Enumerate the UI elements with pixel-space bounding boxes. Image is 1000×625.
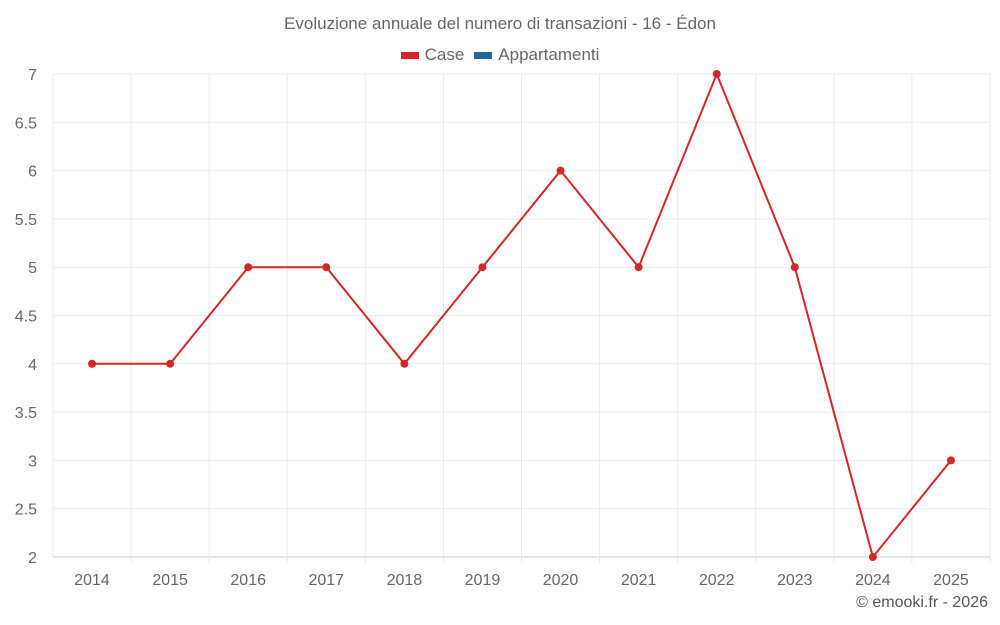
y-tick-label: 4.5 bbox=[15, 309, 37, 326]
y-tick-label: 3.5 bbox=[15, 405, 37, 422]
data-point bbox=[322, 263, 331, 272]
legend-item-appartamenti[interactable]: Appartamenti bbox=[474, 45, 599, 65]
y-tick-label: 4 bbox=[28, 357, 37, 374]
x-tick-label: 2014 bbox=[74, 572, 110, 589]
x-tick-label: 2015 bbox=[152, 572, 188, 589]
x-tick-label: 2021 bbox=[621, 572, 657, 589]
x-tick-label: 2024 bbox=[855, 572, 891, 589]
legend-label-appartamenti: Appartamenti bbox=[498, 45, 600, 64]
data-point bbox=[634, 263, 643, 272]
data-point bbox=[88, 359, 97, 368]
data-point bbox=[712, 70, 721, 78]
data-point bbox=[478, 263, 487, 272]
data-point bbox=[400, 359, 409, 368]
x-tick-label: 2017 bbox=[308, 572, 344, 589]
x-tick-label: 2019 bbox=[465, 572, 501, 589]
legend-swatch-appartamenti bbox=[474, 51, 493, 59]
x-tick-label: 2023 bbox=[777, 572, 813, 589]
chart-title: Evoluzione annuale del numero di transaz… bbox=[284, 14, 716, 33]
y-tick-label: 5 bbox=[28, 260, 37, 277]
x-tick-label: 2025 bbox=[933, 572, 969, 589]
x-tick-label: 2022 bbox=[699, 572, 735, 589]
credit: © emooki.fr - 2026 bbox=[856, 594, 988, 611]
legend-label-case: Case bbox=[424, 45, 465, 64]
x-tick-label: 2018 bbox=[387, 572, 423, 589]
y-tick-label: 6.5 bbox=[15, 115, 37, 132]
y-tick-label: 7 bbox=[28, 67, 37, 84]
y-tick-label: 6 bbox=[28, 164, 37, 181]
series-line-case bbox=[92, 71, 952, 560]
y-tick-label: 2 bbox=[28, 550, 37, 567]
legend-item-case[interactable]: Case bbox=[400, 45, 465, 65]
y-tick-label: 2.5 bbox=[15, 502, 37, 519]
data-point bbox=[868, 553, 877, 561]
legend-swatch-case bbox=[400, 51, 419, 59]
x-tick-label: 2020 bbox=[543, 572, 579, 589]
y-tick-label: 3 bbox=[28, 453, 37, 470]
data-point bbox=[166, 359, 175, 368]
data-point bbox=[790, 263, 799, 272]
y-tick-label: 5.5 bbox=[15, 212, 37, 229]
legend: Case Appartamenti bbox=[0, 45, 1000, 65]
data-point bbox=[244, 263, 253, 272]
x-tick-label: 2016 bbox=[230, 572, 266, 589]
data-point bbox=[946, 456, 955, 465]
data-point bbox=[556, 166, 565, 175]
